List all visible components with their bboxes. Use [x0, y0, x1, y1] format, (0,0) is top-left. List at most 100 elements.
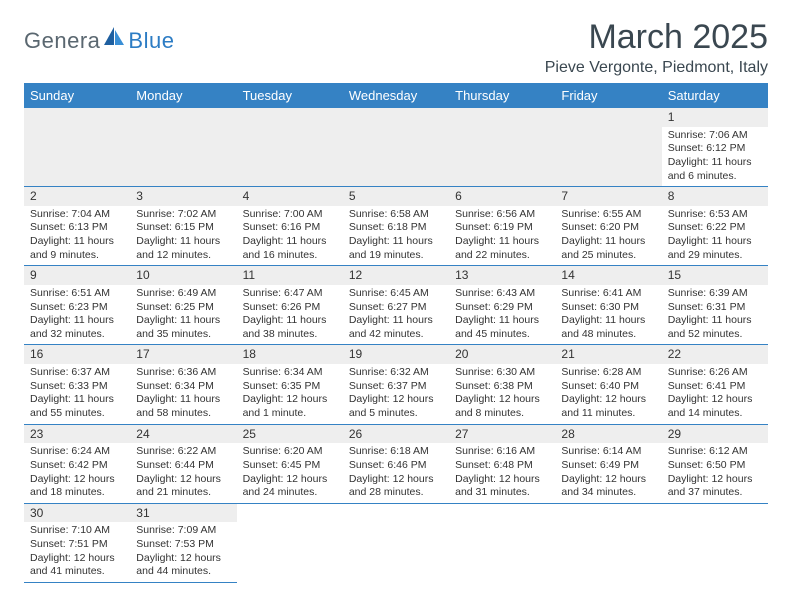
daylight-line-2: and 41 minutes.	[30, 565, 124, 579]
sunset-line: Sunset: 6:41 PM	[668, 380, 762, 394]
sunset-line: Sunset: 6:48 PM	[455, 459, 549, 473]
calendar-cell: 20Sunrise: 6:30 AMSunset: 6:38 PMDayligh…	[449, 345, 555, 424]
calendar-cell: 23Sunrise: 6:24 AMSunset: 6:42 PMDayligh…	[24, 424, 130, 503]
daylight-line-2: and 42 minutes.	[349, 328, 443, 342]
day-details: Sunrise: 7:10 AMSunset: 7:51 PMDaylight:…	[24, 522, 130, 582]
calendar-cell: 12Sunrise: 6:45 AMSunset: 6:27 PMDayligh…	[343, 266, 449, 345]
day-number: 13	[449, 266, 555, 285]
title-block: March 2025 Pieve Vergonte, Piedmont, Ita…	[545, 18, 768, 77]
daylight-line-2: and 6 minutes.	[668, 170, 762, 184]
sunrise-line: Sunrise: 6:58 AM	[349, 208, 443, 222]
daylight-line-2: and 37 minutes.	[668, 486, 762, 500]
sunrise-line: Sunrise: 7:10 AM	[30, 524, 124, 538]
calendar-row: 16Sunrise: 6:37 AMSunset: 6:33 PMDayligh…	[24, 345, 768, 424]
sunset-line: Sunset: 6:50 PM	[668, 459, 762, 473]
calendar-cell: 30Sunrise: 7:10 AMSunset: 7:51 PMDayligh…	[24, 503, 130, 582]
calendar-cell: 18Sunrise: 6:34 AMSunset: 6:35 PMDayligh…	[237, 345, 343, 424]
calendar-cell	[343, 503, 449, 582]
sunrise-line: Sunrise: 6:14 AM	[561, 445, 655, 459]
daylight-line-1: Daylight: 11 hours	[136, 314, 230, 328]
sunrise-line: Sunrise: 6:45 AM	[349, 287, 443, 301]
calendar-cell: 27Sunrise: 6:16 AMSunset: 6:48 PMDayligh…	[449, 424, 555, 503]
day-number: 16	[24, 345, 130, 364]
day-details: Sunrise: 6:45 AMSunset: 6:27 PMDaylight:…	[343, 285, 449, 345]
day-number: 24	[130, 425, 236, 444]
calendar-cell: 21Sunrise: 6:28 AMSunset: 6:40 PMDayligh…	[555, 345, 661, 424]
sunset-line: Sunset: 6:25 PM	[136, 301, 230, 315]
day-details: Sunrise: 6:51 AMSunset: 6:23 PMDaylight:…	[24, 285, 130, 345]
day-number: 8	[662, 187, 768, 206]
calendar-cell	[662, 503, 768, 582]
sunrise-line: Sunrise: 6:37 AM	[30, 366, 124, 380]
calendar-row: 30Sunrise: 7:10 AMSunset: 7:51 PMDayligh…	[24, 503, 768, 582]
daylight-line-2: and 44 minutes.	[136, 565, 230, 579]
sunset-line: Sunset: 6:27 PM	[349, 301, 443, 315]
daylight-line-1: Daylight: 11 hours	[243, 314, 337, 328]
day-number: 30	[24, 504, 130, 523]
sunset-line: Sunset: 6:35 PM	[243, 380, 337, 394]
day-details: Sunrise: 6:49 AMSunset: 6:25 PMDaylight:…	[130, 285, 236, 345]
sunset-line: Sunset: 6:16 PM	[243, 221, 337, 235]
daylight-line-2: and 35 minutes.	[136, 328, 230, 342]
day-details: Sunrise: 6:18 AMSunset: 6:46 PMDaylight:…	[343, 443, 449, 503]
sunset-line: Sunset: 7:51 PM	[30, 538, 124, 552]
sunset-line: Sunset: 6:38 PM	[455, 380, 549, 394]
sunrise-line: Sunrise: 7:00 AM	[243, 208, 337, 222]
daylight-line-2: and 1 minute.	[243, 407, 337, 421]
sunset-line: Sunset: 6:31 PM	[668, 301, 762, 315]
daylight-line-2: and 45 minutes.	[455, 328, 549, 342]
daylight-line-1: Daylight: 12 hours	[136, 473, 230, 487]
daylight-line-1: Daylight: 12 hours	[455, 393, 549, 407]
day-details: Sunrise: 7:06 AMSunset: 6:12 PMDaylight:…	[662, 127, 768, 187]
logo-sail-icon	[103, 26, 125, 51]
calendar-row: 23Sunrise: 6:24 AMSunset: 6:42 PMDayligh…	[24, 424, 768, 503]
sunset-line: Sunset: 6:18 PM	[349, 221, 443, 235]
sunrise-line: Sunrise: 6:32 AM	[349, 366, 443, 380]
day-details: Sunrise: 6:12 AMSunset: 6:50 PMDaylight:…	[662, 443, 768, 503]
daylight-line-2: and 14 minutes.	[668, 407, 762, 421]
day-details: Sunrise: 6:53 AMSunset: 6:22 PMDaylight:…	[662, 206, 768, 266]
day-details: Sunrise: 6:16 AMSunset: 6:48 PMDaylight:…	[449, 443, 555, 503]
logo-text-blue: Blue	[128, 28, 174, 54]
calendar-cell	[343, 108, 449, 187]
day-details: Sunrise: 6:41 AMSunset: 6:30 PMDaylight:…	[555, 285, 661, 345]
sunrise-line: Sunrise: 6:36 AM	[136, 366, 230, 380]
calendar-cell: 24Sunrise: 6:22 AMSunset: 6:44 PMDayligh…	[130, 424, 236, 503]
day-number: 21	[555, 345, 661, 364]
day-number: 2	[24, 187, 130, 206]
daylight-line-2: and 16 minutes.	[243, 249, 337, 263]
sunset-line: Sunset: 6:26 PM	[243, 301, 337, 315]
daylight-line-2: and 31 minutes.	[455, 486, 549, 500]
day-details: Sunrise: 7:09 AMSunset: 7:53 PMDaylight:…	[130, 522, 236, 582]
day-number: 15	[662, 266, 768, 285]
sunset-line: Sunset: 6:19 PM	[455, 221, 549, 235]
day-details: Sunrise: 6:36 AMSunset: 6:34 PMDaylight:…	[130, 364, 236, 424]
daylight-line-1: Daylight: 11 hours	[30, 393, 124, 407]
calendar-cell: 5Sunrise: 6:58 AMSunset: 6:18 PMDaylight…	[343, 187, 449, 266]
calendar-cell	[555, 503, 661, 582]
day-number: 7	[555, 187, 661, 206]
weekday-header: Monday	[130, 83, 236, 108]
sunrise-line: Sunrise: 6:39 AM	[668, 287, 762, 301]
day-number: 12	[343, 266, 449, 285]
sunrise-line: Sunrise: 6:34 AM	[243, 366, 337, 380]
day-details: Sunrise: 6:28 AMSunset: 6:40 PMDaylight:…	[555, 364, 661, 424]
day-number: 19	[343, 345, 449, 364]
daylight-line-1: Daylight: 11 hours	[30, 314, 124, 328]
sunset-line: Sunset: 6:34 PM	[136, 380, 230, 394]
day-details: Sunrise: 6:58 AMSunset: 6:18 PMDaylight:…	[343, 206, 449, 266]
day-details: Sunrise: 6:47 AMSunset: 6:26 PMDaylight:…	[237, 285, 343, 345]
logo-text-general: Genera	[24, 28, 100, 54]
day-details: Sunrise: 6:20 AMSunset: 6:45 PMDaylight:…	[237, 443, 343, 503]
day-number: 18	[237, 345, 343, 364]
sunset-line: Sunset: 6:49 PM	[561, 459, 655, 473]
sunrise-line: Sunrise: 7:09 AM	[136, 524, 230, 538]
weekday-header-row: Sunday Monday Tuesday Wednesday Thursday…	[24, 83, 768, 108]
daylight-line-2: and 58 minutes.	[136, 407, 230, 421]
daylight-line-2: and 22 minutes.	[455, 249, 549, 263]
calendar-cell	[555, 108, 661, 187]
day-details: Sunrise: 6:24 AMSunset: 6:42 PMDaylight:…	[24, 443, 130, 503]
sunset-line: Sunset: 6:29 PM	[455, 301, 549, 315]
sunrise-line: Sunrise: 6:24 AM	[30, 445, 124, 459]
daylight-line-1: Daylight: 12 hours	[30, 473, 124, 487]
